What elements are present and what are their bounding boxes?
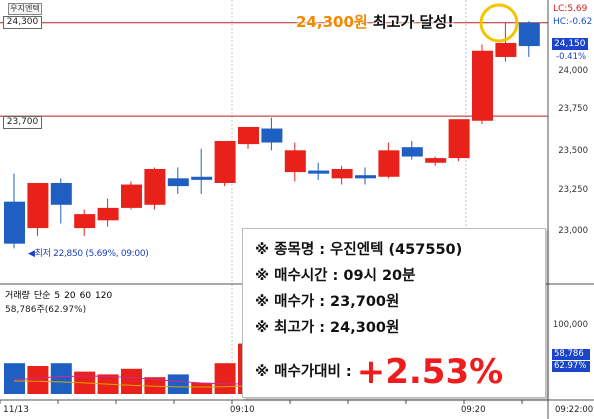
volume-bar	[167, 374, 189, 394]
high-price-banner: 24,300원 최고가 달성!	[296, 11, 454, 32]
stock-selector-chip[interactable]: 우지엔텍	[8, 3, 42, 15]
candle-body	[4, 201, 25, 244]
price-reference-lines	[0, 22, 548, 117]
info-buy-time: ※ 매수시간 : 09시 20분	[255, 268, 416, 284]
current-price-marker: 24,150	[552, 38, 588, 50]
time-label: 09:10	[230, 405, 255, 415]
candle-body	[472, 50, 493, 121]
candle-body	[74, 214, 96, 229]
high-line-price-label: 24,300	[3, 16, 42, 29]
trade-info-panel: ※ 종목명 : 우진엔텍 (457550) ※ 매수시간 : 09시 20분 ※…	[242, 228, 546, 398]
candle-body	[331, 168, 353, 179]
info-gain-percent: +2.53%	[356, 352, 504, 392]
lc-label: LC:5.69	[553, 4, 588, 14]
volume-readout: 58,786주(62.97%)	[5, 305, 87, 315]
candle-body	[284, 150, 306, 173]
candle-body	[238, 126, 259, 145]
volume-bar	[4, 363, 25, 394]
current-change-percent: -0.41%	[556, 52, 587, 62]
candle-body	[167, 178, 189, 187]
current-volume-marker: 58,786	[552, 349, 590, 360]
banner-price: 24,300원	[296, 13, 368, 31]
time-label: 09:20	[461, 405, 486, 415]
banner-text: 최고가 달성!	[372, 13, 454, 31]
date-label: 11/13	[3, 405, 29, 415]
candle-body	[27, 182, 49, 229]
info-gain-label: ※ 매수가대비 :	[255, 364, 357, 380]
volume-bar	[191, 382, 213, 394]
candle-body	[121, 184, 142, 208]
volume-bar	[27, 366, 49, 394]
volume-bar	[144, 377, 166, 394]
info-stock-name: ※ 종목명 : 우진엔텍 (457550)	[255, 242, 463, 258]
candle-body	[448, 119, 470, 159]
volume-tick-label: 100,000	[552, 320, 588, 330]
candle-body	[50, 182, 72, 205]
y-tick-label: 23,250	[558, 185, 588, 195]
volume-bar	[214, 363, 236, 394]
ma-type-legend-item: 단순	[33, 291, 51, 301]
high-price-highlight	[479, 3, 519, 43]
high-price-circle	[479, 3, 519, 43]
candles	[4, 21, 540, 249]
ma120-legend-item: 120	[95, 291, 113, 301]
candle-body	[214, 140, 236, 183]
volume-legend-item: 거래량	[5, 291, 30, 301]
info-high-price: ※ 최고가 : 24,300원	[255, 320, 400, 336]
y-tick-label: 23,000	[558, 226, 588, 236]
candle-body	[518, 22, 540, 47]
ma20-legend-item: 20	[64, 291, 76, 301]
y-tick-label: 23,750	[558, 104, 588, 114]
candle-body	[355, 175, 376, 179]
candle-body	[425, 158, 447, 163]
current-volume-ratio-marker: 62.97%	[552, 361, 590, 372]
volume-legend: 거래량 단순 5 20 60 120	[5, 288, 116, 301]
hc-label: HC:-0.62	[553, 17, 593, 27]
candle-body	[191, 176, 213, 180]
candle-body	[378, 150, 400, 177]
volume-bar	[121, 368, 142, 394]
candle-body	[495, 42, 517, 57]
y-tick-label: 24,000	[558, 66, 588, 76]
info-buy-price: ※ 매수가 : 23,700원	[255, 294, 400, 310]
candle-body	[97, 207, 119, 221]
ma5-legend-item: 5	[54, 291, 61, 301]
ma60-legend-item: 60	[79, 291, 92, 301]
info-gain-row: ※ 매수가대비 : +2.53%	[255, 353, 545, 391]
low-price-annotation: ◀최저 22,850 (5.69%, 09:00)	[28, 249, 149, 259]
candle-body	[401, 147, 423, 157]
buy-line-price-label: 23,700	[3, 116, 42, 129]
candle-body	[261, 128, 283, 143]
volume-bar	[50, 363, 72, 394]
candle-body	[308, 170, 330, 174]
candle-body	[144, 168, 166, 205]
time-label: 09:22:00	[555, 405, 594, 415]
y-tick-label: 23,500	[558, 146, 588, 156]
